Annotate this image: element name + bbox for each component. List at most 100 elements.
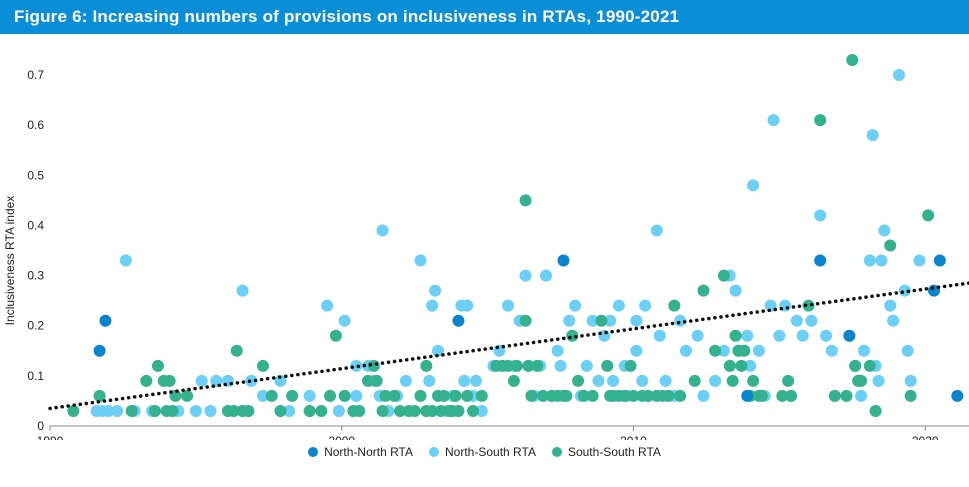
scatter-chart: 0 0.1 0.2 0.3 0.4 0.5 0.6 0.7 1990 2000 2010 2020 In… bbox=[3, 53, 969, 440]
south-south-rtapoint bbox=[717, 269, 730, 282]
south-south-rtapoint bbox=[379, 389, 392, 402]
north-north-rtapoint bbox=[951, 389, 964, 402]
north-south-rtapoint bbox=[414, 254, 427, 267]
south-south-rtapoint bbox=[726, 374, 739, 387]
south-south-rtapoint bbox=[723, 359, 736, 372]
south-south-rtapoint bbox=[586, 389, 599, 402]
x-tick-label: 1990 bbox=[37, 434, 64, 440]
south-south-rtapoint bbox=[510, 359, 523, 372]
north-south-rtapoint bbox=[551, 344, 564, 357]
legend-item: North-North RTA bbox=[308, 445, 413, 459]
north-south-rtapoint bbox=[857, 344, 870, 357]
north-south-rtapoint bbox=[399, 374, 412, 387]
south-south-rtapoint bbox=[434, 404, 447, 417]
south-south-rtapoint bbox=[776, 389, 789, 402]
y-tick-label: 0.3 bbox=[27, 269, 44, 283]
south-south-rtapoint bbox=[618, 389, 631, 402]
north-south-rtapoint bbox=[697, 389, 710, 402]
north-south-rtapoint bbox=[805, 314, 818, 327]
south-south-rtapoint bbox=[863, 359, 876, 372]
north-south-rtapoint bbox=[825, 344, 838, 357]
north-south-rtapoint bbox=[636, 374, 649, 387]
south-south-rtapoint bbox=[802, 299, 815, 312]
north-south-rtapoint bbox=[554, 359, 567, 372]
north-south-rtapoint bbox=[475, 404, 488, 417]
south-south-rtapoint bbox=[125, 404, 138, 417]
north-south-rtapoint bbox=[875, 254, 888, 267]
south-south-rtapoint bbox=[230, 344, 243, 357]
north-south-rtapoint bbox=[539, 269, 552, 282]
y-tick-label: 0.7 bbox=[27, 68, 44, 82]
south-south-rtapoint bbox=[747, 374, 760, 387]
north-south-rtapoint bbox=[283, 404, 296, 417]
south-south-rtapoint bbox=[414, 389, 427, 402]
south-south-rtapoint bbox=[140, 374, 153, 387]
south-south-rtapoint bbox=[709, 344, 722, 357]
figure-title-bar: Figure 6: Increasing numbers of provisio… bbox=[0, 0, 969, 34]
north-north-rtapoint bbox=[93, 344, 106, 357]
north-north-rtapoint bbox=[814, 254, 827, 267]
north-south-rtapoint bbox=[855, 389, 868, 402]
north-south-rtapoint bbox=[119, 254, 132, 267]
trendline bbox=[48, 281, 969, 411]
south-south-rtapoint bbox=[668, 299, 681, 312]
north-south-rtapoint bbox=[598, 329, 611, 342]
north-south-rtapoint bbox=[764, 299, 777, 312]
south-south-rtapoint bbox=[519, 314, 532, 327]
north-south-rtapoint bbox=[204, 404, 217, 417]
south-south-rtapoint bbox=[522, 359, 535, 372]
south-south-rtapoint bbox=[151, 359, 164, 372]
north-south-rtapoint bbox=[767, 114, 780, 127]
south-south-rtapoint bbox=[149, 404, 162, 417]
south-south-rtapoint bbox=[785, 389, 798, 402]
north-south-rtapoint bbox=[630, 344, 643, 357]
north-south-rtapoint bbox=[630, 314, 643, 327]
south-south-rtapoint bbox=[242, 404, 255, 417]
south-south-rtapoint bbox=[452, 404, 465, 417]
y-tick-label: 0.4 bbox=[27, 218, 44, 232]
north-south-rtapoint bbox=[189, 404, 202, 417]
north-south-rtapoint bbox=[863, 254, 876, 267]
south-south-rtapoint bbox=[449, 389, 462, 402]
north-north-rtapoint bbox=[843, 329, 856, 342]
south-south-rtapoint bbox=[814, 114, 827, 127]
south-south-rtapoint bbox=[181, 389, 194, 402]
south-south-rtapoint bbox=[329, 329, 342, 342]
north-south-rtapoint bbox=[426, 299, 439, 312]
south-south-rtapoint bbox=[519, 194, 532, 207]
north-south-rtapoint bbox=[429, 284, 442, 297]
south-south-rtapoint bbox=[782, 374, 795, 387]
south-south-rtapoint bbox=[849, 359, 862, 372]
north-south-rtapoint bbox=[350, 359, 363, 372]
south-south-rtapoint bbox=[353, 404, 366, 417]
north-south-rtapoint bbox=[423, 374, 436, 387]
x-tick-label: 2010 bbox=[620, 434, 647, 440]
south-south-rtapoint bbox=[601, 359, 614, 372]
north-south-rtapoint bbox=[814, 209, 827, 222]
south-south-rtapoint bbox=[286, 389, 299, 402]
south-south-rtapoint bbox=[531, 359, 544, 372]
north-south-rtapoint bbox=[747, 179, 760, 192]
north-south-rtapoint bbox=[639, 299, 652, 312]
chart-legend: North-North RTA North-South RTA South-Sout… bbox=[0, 440, 969, 464]
south-south-rtapoint bbox=[166, 404, 179, 417]
x-tick-label: 2020 bbox=[912, 434, 939, 440]
x-tick-label: 2000 bbox=[328, 434, 355, 440]
north-south-rtapoint bbox=[321, 299, 334, 312]
south-south-rtapoint bbox=[467, 404, 480, 417]
north-south-rtapoint bbox=[680, 344, 693, 357]
north-south-rtapoint bbox=[458, 374, 471, 387]
north-south-rtapoint bbox=[709, 374, 722, 387]
south-south-rtapoint bbox=[738, 344, 751, 357]
legend-label: North-North RTA bbox=[324, 445, 414, 459]
south-south-rtapoint bbox=[855, 374, 868, 387]
north-south-rtapoint bbox=[744, 359, 757, 372]
north-south-rtapoint bbox=[332, 404, 345, 417]
south-south-rtapoint bbox=[624, 359, 637, 372]
south-south-rtapoint bbox=[572, 374, 585, 387]
south-south-rtapoint bbox=[376, 404, 389, 417]
north-north-rtapoint bbox=[557, 254, 570, 267]
south-south-rtapoint bbox=[674, 389, 687, 402]
north-south-rtapoint bbox=[878, 224, 891, 237]
south-south-rtapoint bbox=[475, 389, 488, 402]
